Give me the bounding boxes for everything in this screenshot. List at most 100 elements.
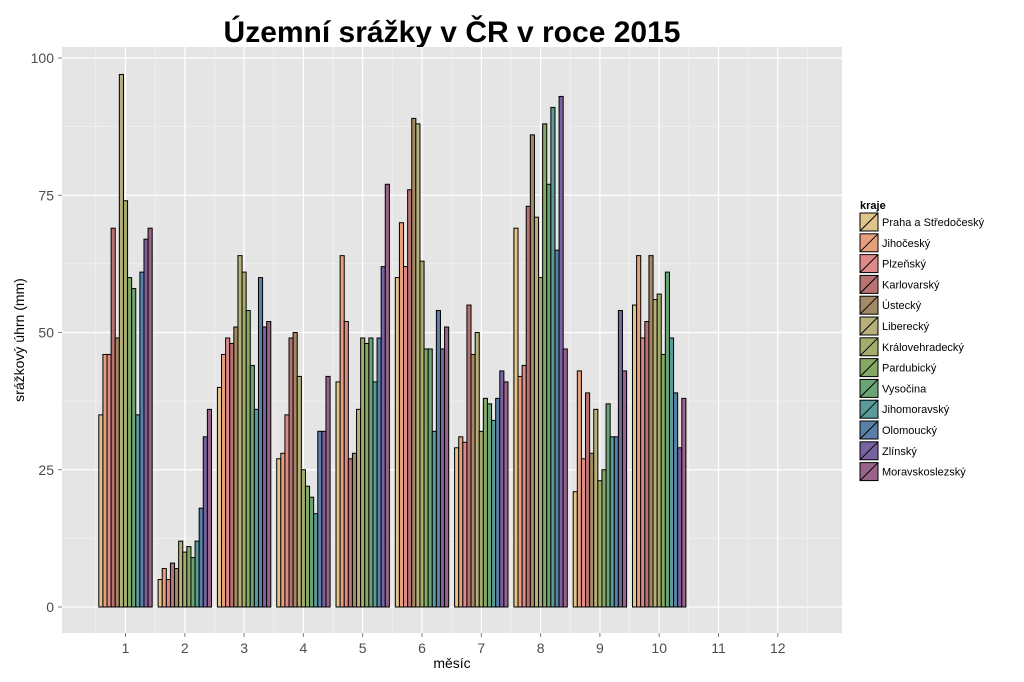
legend-swatch-slash: [859, 275, 879, 294]
bar: [131, 288, 137, 608]
bar: [550, 106, 556, 608]
bar: [617, 310, 623, 608]
bar: [454, 447, 460, 608]
bar: [325, 375, 331, 608]
bar: [499, 370, 505, 608]
legend-label: Praha a Středočeský: [882, 217, 985, 229]
legend-label: Moravskoslezský: [882, 467, 966, 479]
bar: [632, 304, 638, 608]
bar: [147, 227, 153, 608]
bar: [229, 342, 235, 608]
legend-swatch-slash: [859, 420, 879, 440]
bar: [110, 227, 116, 608]
bar: [609, 436, 615, 608]
bar: [652, 299, 658, 608]
bar: [562, 348, 568, 608]
bar: [486, 403, 493, 608]
legend-swatch-slash: [859, 441, 879, 461]
bar: [648, 255, 654, 608]
y-tick-label: 0: [46, 599, 54, 615]
bar: [300, 469, 306, 608]
bar: [174, 568, 180, 608]
bar: [221, 353, 227, 608]
bar: [664, 271, 670, 608]
legend-label: Plzeňský: [882, 259, 927, 271]
grid: [62, 47, 842, 633]
bar: [660, 353, 666, 608]
bar: [462, 441, 468, 608]
bar: [605, 403, 611, 608]
bar: [376, 337, 382, 608]
bar: [364, 342, 370, 608]
bar: [165, 579, 171, 608]
bar: [673, 392, 679, 608]
bar: [114, 337, 120, 608]
bar: [597, 480, 603, 608]
bar: [403, 266, 409, 608]
bar: [237, 255, 243, 608]
bar: [368, 337, 374, 608]
bar: [190, 557, 196, 608]
legend-swatch-slash: [859, 462, 879, 481]
legend-swatch-slash: [859, 399, 879, 419]
bar: [198, 507, 204, 608]
legend: kraje Praha a Středočeský Jihočeský Plzeňs…: [859, 200, 985, 482]
bar: [339, 255, 345, 608]
bar: [186, 546, 192, 608]
bar: [135, 414, 141, 608]
x-tick-label: 5: [359, 640, 367, 656]
bar: [554, 249, 560, 608]
bar: [118, 73, 124, 608]
bar: [593, 408, 599, 608]
bar: [470, 353, 476, 608]
bar: [601, 469, 607, 608]
y-tick-labels: 0 25 50 75 100: [31, 50, 62, 615]
bars: [98, 73, 687, 608]
y-tick-label: 75: [38, 187, 54, 203]
bar: [668, 337, 675, 608]
bar: [276, 458, 282, 608]
x-tick-label: 4: [300, 640, 308, 656]
legend-label: Liberecký: [882, 321, 930, 333]
bar: [644, 321, 650, 608]
bar: [372, 381, 378, 608]
bar: [178, 540, 184, 608]
bar: [576, 370, 582, 608]
bar: [356, 408, 362, 608]
bar: [580, 458, 587, 608]
bar: [411, 117, 417, 608]
bar: [517, 375, 523, 608]
chart-title: Územní srážky v ČR v roce 2015: [224, 15, 681, 49]
legend-label: Královehradecký: [882, 342, 964, 354]
bar: [427, 348, 433, 608]
bar: [280, 452, 286, 608]
x-tick-label: 11: [711, 640, 726, 656]
bar: [98, 414, 104, 608]
bar: [288, 337, 294, 608]
x-tick-label: 7: [477, 640, 485, 656]
bar: [529, 134, 535, 608]
x-tick-label: 6: [418, 640, 426, 656]
bar: [253, 408, 259, 608]
bar: [656, 293, 662, 608]
bar: [589, 452, 595, 608]
bar: [233, 326, 239, 608]
bar: [613, 436, 619, 608]
bar: [521, 364, 527, 608]
bar: [380, 266, 386, 608]
bar: [304, 485, 311, 608]
y-axis-label: srážkový úhrn (mm): [11, 278, 27, 402]
bar: [482, 397, 488, 608]
legend-swatch-slash: [859, 295, 879, 315]
bar: [533, 216, 540, 608]
x-tick-label: 10: [651, 640, 667, 656]
bar: [398, 222, 405, 608]
x-tick-label: 12: [770, 640, 786, 656]
y-tick-label: 100: [31, 50, 55, 66]
bar: [423, 348, 429, 608]
bar: [249, 364, 255, 608]
bar: [546, 183, 552, 608]
legend-label: Olomoucký: [882, 425, 938, 437]
bar: [503, 381, 509, 608]
